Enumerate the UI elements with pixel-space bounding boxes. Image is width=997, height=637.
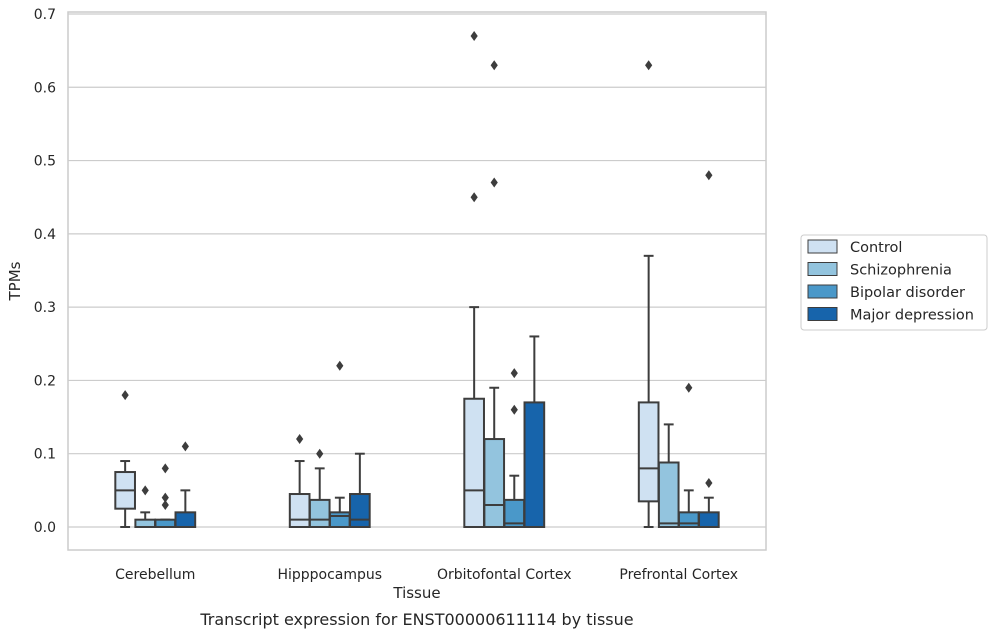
outlier-point bbox=[296, 434, 304, 445]
box-schizophrenia bbox=[657, 461, 680, 528]
outlier-point bbox=[161, 463, 169, 474]
x-tick-label: Hipppocampus bbox=[277, 567, 382, 583]
y-tick-label: 0.6 bbox=[34, 80, 56, 96]
outlier-point bbox=[645, 60, 653, 71]
box-schizophrenia bbox=[134, 518, 157, 529]
legend-swatch bbox=[807, 239, 838, 254]
y-tick-label: 0.0 bbox=[34, 520, 56, 536]
box-control bbox=[463, 397, 485, 528]
y-tick-label: 0.1 bbox=[34, 447, 56, 463]
legend: Control Schizophrenia Bipolar disorder Majo… bbox=[800, 234, 988, 331]
outlier-point bbox=[510, 404, 518, 415]
outlier-point bbox=[161, 500, 169, 511]
outlier-point bbox=[685, 382, 693, 393]
box-bipolar-disorder bbox=[154, 518, 177, 529]
y-tick-label: 0.5 bbox=[34, 154, 56, 170]
box-bipolar-disorder bbox=[677, 511, 700, 528]
legend-frame bbox=[800, 234, 988, 331]
legend-label: Bipolar disorder bbox=[850, 285, 965, 301]
legend-label: Control bbox=[850, 240, 902, 256]
outlier-point bbox=[705, 478, 713, 489]
y-tick-label: 0.2 bbox=[34, 373, 56, 389]
box-control bbox=[637, 401, 660, 503]
outlier-point bbox=[470, 30, 478, 41]
outlier-point bbox=[490, 177, 498, 188]
x-axis-ticks: Cerebellum Hipppocampus Orbitofontal Corte… bbox=[115, 567, 738, 583]
box-major-depression bbox=[698, 511, 720, 528]
legend-swatch bbox=[807, 307, 838, 321]
outlier-point bbox=[316, 448, 324, 459]
box-bipolar-disorder bbox=[328, 511, 351, 528]
y-axis-ticks: 0.0 0.1 0.2 0.3 0.4 0.5 0.6 0.7 bbox=[34, 7, 56, 536]
outlier-point bbox=[510, 368, 518, 379]
y-tick-label: 0.4 bbox=[34, 227, 56, 243]
y-tick-label: 0.7 bbox=[34, 7, 56, 23]
x-tick-label: Prefrontal Cortex bbox=[619, 567, 738, 583]
plot-frame bbox=[67, 11, 767, 551]
outlier-point bbox=[181, 441, 189, 452]
outlier-point bbox=[161, 492, 169, 503]
legend-swatch bbox=[807, 262, 838, 276]
x-tick-label: Orbitofontal Cortex bbox=[437, 567, 572, 583]
legend-label: Major depression bbox=[850, 308, 974, 324]
legend-label: Schizophrenia bbox=[850, 263, 952, 279]
box-major-depression bbox=[174, 511, 197, 528]
outlier-point bbox=[490, 60, 498, 71]
x-tick-label: Cerebellum bbox=[115, 567, 195, 583]
y-tick-label: 0.3 bbox=[34, 300, 56, 316]
y-axis-label: TPMs bbox=[6, 261, 24, 301]
outlier-point bbox=[336, 360, 344, 371]
chart-caption: Transcript expression for ENST0000061111… bbox=[199, 610, 633, 629]
box-major-depression bbox=[349, 493, 371, 528]
outlier-point bbox=[470, 192, 478, 203]
x-axis-label: Tissue bbox=[392, 584, 440, 602]
legend-swatch bbox=[807, 284, 838, 299]
outlier-point bbox=[141, 485, 149, 496]
box-schizophrenia bbox=[483, 438, 506, 528]
box-schizophrenia bbox=[308, 498, 331, 528]
box-control bbox=[288, 493, 311, 528]
outlier-point bbox=[121, 390, 129, 401]
box-major-depression bbox=[523, 401, 546, 529]
outlier-point bbox=[705, 170, 713, 181]
box-groups bbox=[114, 30, 720, 529]
